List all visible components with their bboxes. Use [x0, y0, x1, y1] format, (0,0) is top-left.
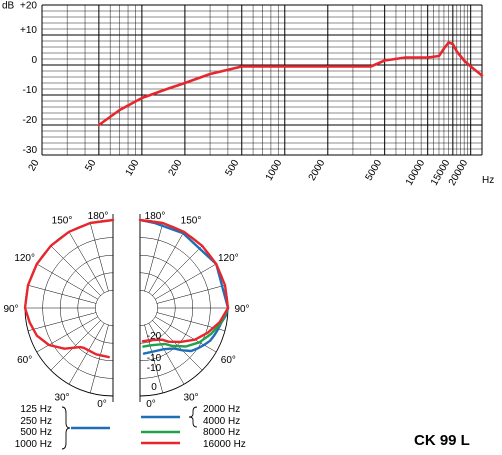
db-tick-label: -10: [23, 85, 38, 96]
polar-spoke: [50, 320, 101, 371]
frequency-tick-label: 100: [124, 158, 142, 178]
db-tick-label: +10: [20, 25, 37, 36]
polar-spoke: [148, 231, 185, 293]
polar-angle-label: 180°: [145, 211, 166, 222]
polar-curve: [138, 218, 230, 355]
polar-spoke: [68, 323, 105, 385]
frequency-tick-label: 500: [223, 158, 241, 178]
polar-spoke: [89, 324, 109, 394]
polar-angle-label: 90°: [3, 304, 18, 315]
hz-unit-label: Hz: [482, 175, 494, 186]
frequency-response-curve: [97, 41, 484, 127]
polar-angle-label: 0°: [146, 399, 156, 410]
legend-label-left: 125 Hz: [20, 404, 52, 415]
polar-spoke: [148, 323, 185, 385]
polar-spoke: [50, 245, 101, 296]
polar-spoke: [68, 231, 105, 293]
frequency-tick-label: 2000: [307, 158, 328, 183]
db-unit-label: dB: [2, 1, 15, 12]
frequency-tick-label: 10000: [404, 158, 428, 188]
polar-angle-label: 30°: [54, 392, 69, 403]
polar-spoke: [89, 222, 109, 292]
polar-angle-label: 120°: [218, 253, 239, 264]
legend-label-right: 16000 Hz: [203, 439, 246, 450]
polar-angle-label: 90°: [234, 304, 249, 315]
legend-label-right: 2000 Hz: [203, 404, 240, 415]
polar-spoke: [155, 263, 217, 300]
model-name: CK 99 L: [414, 432, 470, 449]
frequency-response-chart: dB +20 +10 0 -10 -20 -30 20 50 100 200 500 1000 2000…: [2, 1, 494, 188]
legend-label-right: 8000 Hz: [203, 427, 240, 438]
polar-spoke: [144, 222, 164, 292]
db-tick-label: +20: [20, 1, 37, 12]
polar-db-label: 0: [151, 382, 157, 393]
legend-brace-left: [61, 406, 71, 450]
polar-angle-label: 60°: [221, 355, 236, 366]
polar-spoke: [27, 312, 97, 332]
polar-spoke: [27, 284, 97, 304]
polar-db-label: -20: [147, 331, 162, 342]
polar-angle-label: 150°: [181, 216, 202, 227]
polar-angle-label: 60°: [17, 355, 32, 366]
frequency-tick-label: 20: [27, 158, 42, 174]
polar-db-label: -10: [147, 353, 162, 364]
db-tick-label: -20: [23, 115, 38, 126]
polar-angle-label: 180°: [88, 211, 109, 222]
legend-label-left: 500 Hz: [20, 427, 52, 438]
polar-angle-label: 0°: [97, 399, 107, 410]
polar-ring: [139, 290, 158, 326]
polar-spoke: [155, 316, 217, 353]
polar-pattern-chart: 180° 180° 150° 150° 120° 120° 90° 90° 60° 60° 30° 3…: [3, 211, 249, 410]
legend-label-left: 1000 Hz: [15, 439, 52, 450]
db-tick-label: 0: [31, 55, 37, 66]
polar-curve: [23, 218, 115, 359]
frequency-tick-label: 1000: [264, 158, 285, 183]
polar-spoke: [36, 316, 98, 353]
legend-label-left: 250 Hz: [20, 416, 52, 427]
polar-db-label: -10: [147, 363, 162, 374]
frequency-tick-label: 200: [167, 158, 185, 178]
frequency-tick-label: 50: [83, 158, 98, 174]
polar-ring: [95, 290, 114, 326]
polar-spoke: [36, 263, 98, 300]
polar-angle-label: 150°: [52, 216, 73, 227]
frequency-grid: [41, 4, 483, 156]
polar-angle-label: 120°: [14, 253, 35, 264]
frequency-tick-label: 20000: [447, 158, 471, 188]
frequency-curve-group: [97, 41, 484, 127]
polar-spoke: [152, 245, 203, 296]
frequency-tick-label: 5000: [364, 158, 385, 183]
polar-curves: [23, 218, 230, 359]
db-tick-label: -30: [23, 145, 38, 156]
legend-label-right: 4000 Hz: [203, 416, 240, 427]
polar-curve: [138, 218, 230, 344]
polar-curve: [142, 306, 230, 348]
polar-spoke: [156, 284, 226, 304]
db-axis: dB +20 +10 0 -10 -20 -30: [2, 1, 37, 157]
polar-labels: 180° 180° 150° 150° 120° 120° 90° 90° 60° 60° 30° 3…: [3, 211, 249, 410]
polar-spoke: [144, 324, 164, 394]
polar-angle-label: 30°: [183, 392, 198, 403]
legend-brace-right: [188, 406, 198, 428]
